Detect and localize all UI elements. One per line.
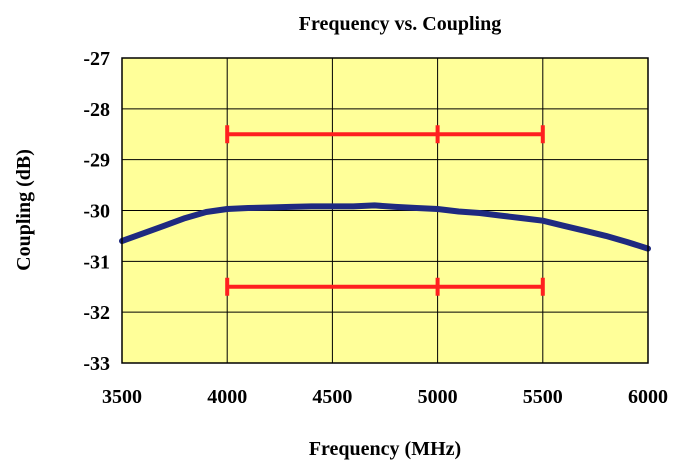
- x-axis-label: Frequency (MHz): [309, 438, 461, 460]
- y-tick-label: -33: [83, 353, 110, 375]
- x-tick-label: 4000: [207, 386, 247, 408]
- x-tick-labels: 3500 4000 4500 5000 5500 6000: [102, 386, 668, 408]
- y-tick-label: -30: [83, 201, 110, 223]
- x-tick-label: 5500: [523, 386, 563, 408]
- plot-border: [121, 57, 649, 364]
- series-line: [119, 202, 651, 252]
- x-tick-label: 5000: [418, 386, 458, 408]
- chart-title: Frequency vs. Coupling: [299, 13, 501, 35]
- x-tick-label: 6000: [628, 386, 668, 408]
- y-tick-label: -29: [83, 150, 110, 172]
- x-tick-label: 4500: [312, 386, 352, 408]
- y-tick-label: -32: [83, 302, 110, 324]
- spec-limit-lines: [225, 125, 545, 296]
- data-series: [119, 202, 651, 252]
- y-axis-label: Coupling (dB): [13, 149, 35, 271]
- y-tick-labels: -27 -28 -29 -30 -31 -32 -33: [83, 48, 110, 375]
- y-tick-label: -28: [83, 99, 110, 121]
- y-tick-label: -27: [83, 48, 110, 70]
- x-tick-label: 3500: [102, 386, 142, 408]
- y-tick-label: -31: [83, 251, 110, 273]
